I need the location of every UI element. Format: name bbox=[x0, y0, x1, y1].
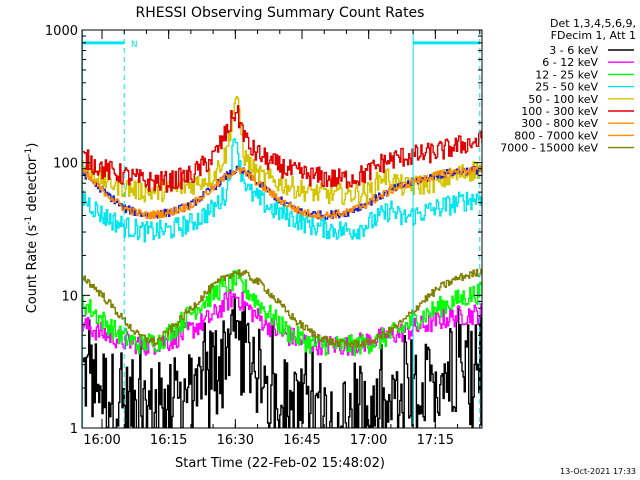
series-line-8 bbox=[82, 268, 482, 348]
y-label-mid: detector bbox=[25, 156, 40, 216]
legend-label-4: 50 - 100 keV bbox=[528, 93, 598, 106]
status-mark-0: N bbox=[131, 40, 138, 50]
x-tick-label-4: 17:00 bbox=[350, 433, 387, 448]
series-line-3 bbox=[82, 138, 482, 243]
y-tick-label-0: 1 bbox=[70, 422, 78, 437]
legend-header-0: Det 1,3,4,5,6,9, bbox=[550, 17, 636, 30]
legend-label-2: 12 - 25 keV bbox=[535, 68, 598, 81]
x-tick-label-3: 16:45 bbox=[283, 433, 320, 448]
y-tick-label-1: 10 bbox=[61, 289, 78, 304]
series-line-2 bbox=[82, 270, 482, 357]
plot-frame bbox=[81, 29, 483, 429]
y-label-sup-2: -1 bbox=[24, 148, 34, 157]
y-tick-label-2: 100 bbox=[53, 157, 78, 172]
series-line-0 bbox=[82, 295, 482, 428]
x-tick-label-0: 16:00 bbox=[83, 433, 120, 448]
legend: Det 1,3,4,5,6,9,FDecim 1, Att 1 3 - 6 keV… bbox=[500, 17, 636, 155]
legend-label-8: 7000 - 15000 keV bbox=[500, 142, 598, 155]
x-tick-label-1: 16:15 bbox=[150, 433, 187, 448]
x-tick-label-2: 16:30 bbox=[217, 433, 254, 448]
legend-label-6: 300 - 800 keV bbox=[521, 117, 598, 130]
y-axis-label: Count Rate (s-1 detector-1) bbox=[24, 143, 40, 314]
series-line-4 bbox=[82, 96, 482, 206]
y-label-sup-1: -1 bbox=[24, 216, 34, 225]
legend-label-3: 25 - 50 keV bbox=[535, 81, 598, 94]
chart-title: RHESSI Observing Summary Count Rates bbox=[136, 5, 425, 21]
legend-label-0: 3 - 6 keV bbox=[549, 44, 598, 57]
series-line-5 bbox=[82, 105, 482, 193]
legend-label-5: 100 - 300 keV bbox=[521, 105, 598, 118]
footer-timestamp: 13-Oct-2021 17:33 bbox=[560, 467, 636, 476]
series-group bbox=[82, 96, 482, 428]
x-tick-label-5: 17:15 bbox=[417, 433, 454, 448]
series-line-7 bbox=[82, 165, 482, 220]
legend-label-7: 800 - 7000 keV bbox=[514, 129, 598, 142]
legend-header-1: FDecim 1, Att 1 bbox=[551, 29, 636, 42]
axes: 1 10 100 1000 16:00 16:15 16:30 16:45 17:00 17:15 bbox=[45, 24, 483, 448]
y-tick-label-3: 1000 bbox=[45, 24, 78, 39]
plot-area: N bbox=[81, 30, 482, 428]
x-axis-label: Start Time (22-Feb-02 15:48:02) bbox=[175, 456, 385, 471]
y-label-prefix: Count Rate (s bbox=[25, 225, 40, 314]
y-label-suffix: ) bbox=[25, 143, 40, 148]
legend-label-1: 6 - 12 keV bbox=[542, 56, 598, 69]
